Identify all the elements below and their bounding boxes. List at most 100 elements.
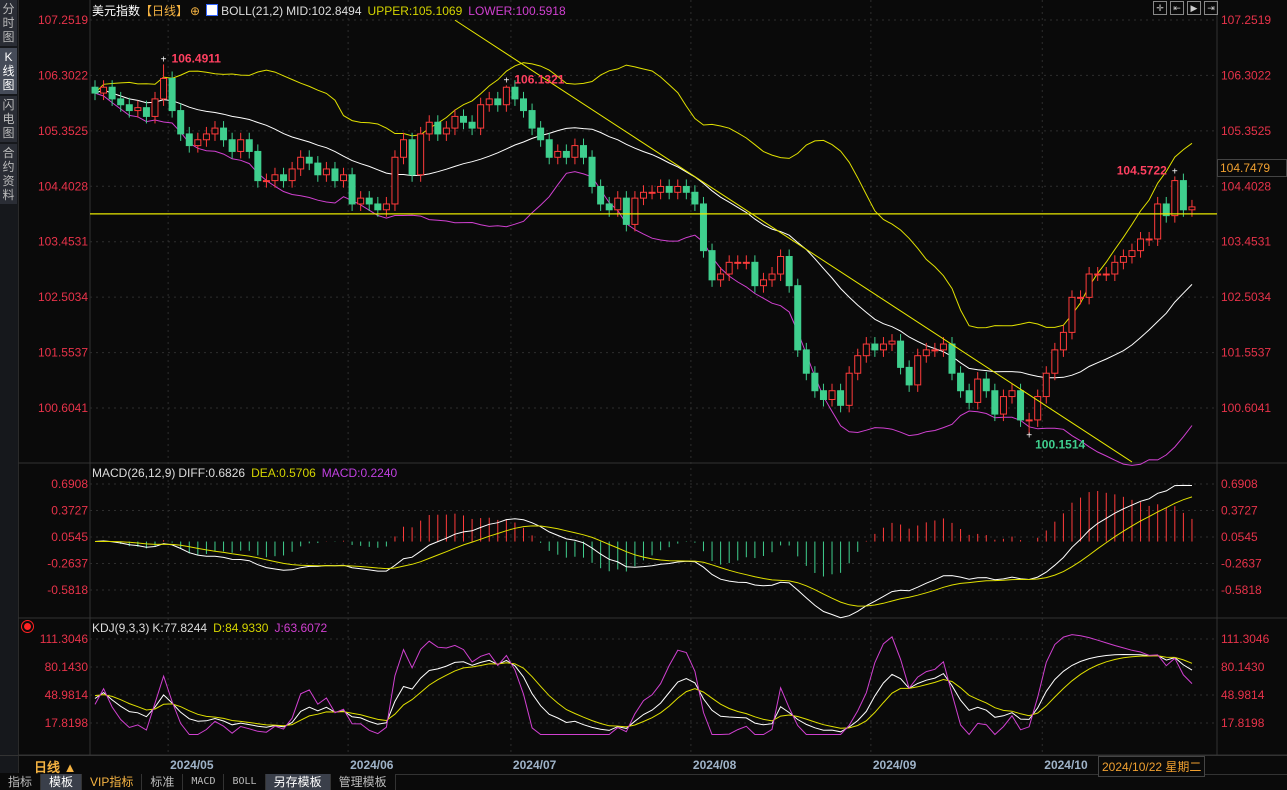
- left-axis-label: 48.9814: [45, 688, 89, 702]
- candle-up: [237, 139, 245, 152]
- cursor-date-label: 2024/10/22 星期二: [1098, 756, 1206, 777]
- candle-down: [348, 174, 356, 205]
- candle-up: [974, 378, 982, 403]
- candle-up: [271, 174, 279, 182]
- candle-down: [468, 121, 476, 129]
- candle-down: [220, 127, 228, 141]
- extreme-marker: +: [503, 75, 509, 86]
- kdj-k: K:77.8244: [152, 621, 208, 635]
- candle-down: [751, 261, 759, 287]
- period-selector[interactable]: 日线 ▲: [34, 760, 77, 775]
- trend-line-drawing[interactable]: [454, 19, 1133, 463]
- candle-up: [100, 86, 108, 94]
- month-label: 2024/10: [1044, 758, 1088, 772]
- candle-up: [1025, 419, 1033, 422]
- extreme-price-label: 106.1321: [514, 72, 564, 86]
- bottom-tab-4[interactable]: MACD: [183, 774, 225, 790]
- move-right-icon[interactable]: ⇥: [1204, 1, 1218, 15]
- macd-name: MACD(26,12,9): [92, 466, 176, 480]
- month-label: 2024/06: [350, 758, 394, 772]
- candle-up: [879, 343, 887, 351]
- right-axis-label: 17.8198: [1221, 716, 1265, 730]
- bottom-tab-5[interactable]: BOLL: [224, 774, 266, 790]
- candle-up: [862, 343, 870, 357]
- alert-dot-icon[interactable]: [24, 623, 31, 630]
- month-label: 2024/05: [170, 758, 214, 772]
- candle-up: [1068, 296, 1076, 333]
- right-axis-label: 101.5537: [1221, 346, 1271, 360]
- candle-up: [134, 107, 142, 112]
- bottom-tab-2[interactable]: VIP指标: [82, 774, 143, 790]
- candle-down: [982, 378, 990, 392]
- bottom-tab-bar: 指标 模板 VIP指标 标准 MACD BOLL 另存模板 管理模板: [0, 774, 396, 790]
- candle-down: [314, 162, 322, 176]
- sidebar-tab-2[interactable]: 闪电图: [0, 96, 17, 142]
- candle-up: [357, 197, 365, 205]
- candle-down: [185, 133, 193, 147]
- bottom-tab-0[interactable]: 指标: [0, 774, 42, 790]
- bottom-tab-3[interactable]: 标准: [142, 774, 184, 790]
- candle-up: [1137, 238, 1145, 252]
- chart-canvas[interactable]: 107.2519 107.2519 106.3022 106.3022 105.3525…: [0, 0, 1287, 773]
- candle-down: [708, 250, 716, 281]
- candle-up: [734, 261, 742, 264]
- candle-up: [1094, 273, 1102, 276]
- candle-up: [382, 203, 390, 211]
- sidebar-tab-0[interactable]: 分时图: [0, 0, 17, 46]
- candle-up: [1119, 255, 1127, 263]
- candle-up: [759, 279, 767, 287]
- candle-down: [1162, 203, 1170, 217]
- boll-upper-line: [94, 62, 1193, 329]
- candle-up: [1059, 331, 1067, 351]
- candle-down: [905, 366, 913, 386]
- candle-up: [425, 121, 433, 135]
- bottom-tab-7[interactable]: 管理模板: [331, 774, 396, 790]
- candle-up: [1042, 372, 1050, 398]
- candle-down: [794, 285, 802, 351]
- sidebar-tab-3[interactable]: 合约资料: [0, 144, 17, 204]
- crosshair-icon[interactable]: ✛: [1153, 1, 1167, 15]
- candle-down: [622, 197, 630, 225]
- candle-down: [177, 110, 185, 135]
- bottom-tab-1[interactable]: 模板: [41, 774, 83, 790]
- candle-down: [991, 390, 999, 415]
- right-axis-label: 80.1430: [1221, 660, 1265, 674]
- right-axis-label: 102.5034: [1221, 290, 1271, 304]
- left-axis-label: 102.5034: [38, 290, 88, 304]
- zoom-in-bar-icon[interactable]: ⇤: [1170, 1, 1184, 15]
- sidebar-tab-1[interactable]: K线图: [0, 48, 17, 94]
- candle-down: [117, 98, 125, 106]
- right-axis-label: 111.3046: [1221, 632, 1270, 646]
- candle-up: [777, 255, 785, 275]
- date-axis: 日线 ▲ 2024/05 2024/06 2024/07 2024/08 2024/09…: [0, 755, 1287, 777]
- candle-down: [545, 139, 553, 158]
- candle-up: [322, 168, 330, 176]
- candle-up: [202, 133, 210, 141]
- left-axis-label: 80.1430: [45, 660, 89, 674]
- candle-up: [502, 86, 510, 106]
- macd-header: MACD(26,12,9) DIFF:0.6826 DEA:0.5706 MACD:0…: [92, 466, 403, 480]
- candle-up: [288, 168, 296, 182]
- candle-up: [914, 355, 922, 386]
- compass-icon[interactable]: ⊕: [190, 4, 201, 18]
- candle-down: [91, 86, 99, 94]
- right-axis-label: 0.6908: [1221, 477, 1258, 491]
- candle-up: [725, 261, 733, 275]
- candle-down: [108, 86, 116, 100]
- boll-upper: UPPER:105.1069: [367, 4, 463, 18]
- candle-down: [280, 174, 288, 182]
- candle-up: [151, 98, 159, 117]
- chart-type-icon[interactable]: [206, 4, 219, 16]
- candle-up: [1188, 206, 1196, 211]
- play-bar-icon[interactable]: ▶: [1187, 1, 1201, 15]
- boll-mid-line: [94, 89, 1193, 379]
- bottom-tab-6[interactable]: 另存模板: [265, 774, 331, 790]
- candle-down: [520, 98, 527, 112]
- candle-down: [537, 127, 545, 141]
- kdj-k-line: [94, 653, 1193, 733]
- kdj-header: KDJ(9,3,3) K:77.8244 D:84.9330 J:63.6072: [92, 621, 333, 635]
- candle-down: [665, 185, 673, 193]
- candle-up: [614, 197, 622, 211]
- candle-up: [657, 185, 665, 193]
- candle-up: [717, 273, 725, 281]
